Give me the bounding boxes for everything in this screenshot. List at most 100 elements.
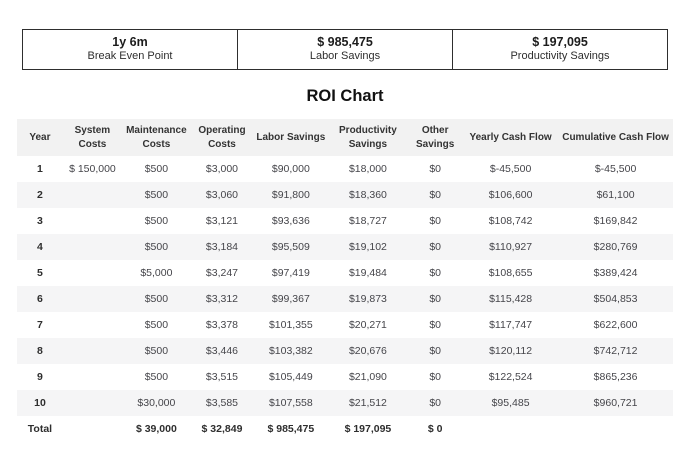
value-cell: $117,747: [489, 319, 533, 331]
year-cell: 8: [37, 345, 43, 357]
value-cell: $500: [144, 215, 169, 227]
value-cell: $169,842: [593, 215, 638, 227]
year-cell: 3: [37, 215, 43, 227]
value-cell: $500: [144, 189, 169, 201]
column-header: Year: [29, 131, 51, 143]
value-cell: $61,100: [596, 189, 635, 201]
column-header: Other Savings: [415, 125, 455, 150]
value-cell: $ 0: [407, 416, 464, 442]
value-cell: $ 985,475: [253, 416, 329, 442]
summary-bar: 1y 6m Break Even Point $ 985,475 Labor S…: [22, 29, 668, 70]
value-cell: $389,424: [593, 267, 638, 279]
table-row: 9 $500 $3,515 $105,449 $21,090 $0 $122,524 $865…: [17, 364, 673, 390]
value-cell: $103,382: [268, 345, 313, 357]
year-cell: 1: [37, 163, 43, 175]
column-header: Maintenance Costs: [126, 125, 187, 150]
value-cell: $21,512: [348, 397, 387, 409]
value-cell: $3,121: [205, 215, 239, 227]
value-cell: $108,655: [488, 267, 533, 279]
value-cell: $3,446: [205, 345, 239, 357]
value-cell: $3,247: [205, 267, 239, 279]
value-cell: $ 32,849: [190, 416, 254, 442]
summary-card-productivity-savings: $ 197,095 Productivity Savings: [452, 30, 667, 69]
value-cell: $0: [429, 267, 441, 279]
year-cell: 10: [34, 397, 46, 409]
value-cell: $107,558: [268, 397, 313, 409]
value-cell: $ 150,000: [69, 163, 116, 175]
table-row: 5 $5,000 $3,247 $97,419 $19,484 $0 $108,655 $38…: [17, 260, 673, 286]
value-cell: $91,800: [271, 189, 310, 201]
value-cell: $-45,500: [489, 163, 532, 175]
year-cell: 4: [37, 241, 43, 253]
value-cell: $622,600: [593, 319, 638, 331]
value-cell: $106,600: [488, 189, 533, 201]
value-cell: $3,585: [205, 397, 239, 409]
value-cell: $500: [144, 319, 169, 331]
value-cell: $19,102: [348, 241, 387, 253]
summary-card-labor-savings: $ 985,475 Labor Savings: [237, 30, 452, 69]
value-cell: $0: [429, 397, 441, 409]
column-header: Cumulative Cash Flow: [562, 131, 669, 143]
table-total-row: Total $ 39,000 $ 32,849 $ 985,475 $ 197,095 $…: [17, 416, 673, 442]
value-cell: $500: [144, 371, 169, 383]
value-cell: $95,509: [271, 241, 310, 253]
value-cell: $3,184: [205, 241, 239, 253]
value-cell: [63, 234, 122, 260]
value-cell: [63, 312, 122, 338]
table-row: 3 $500 $3,121 $93,636 $18,727 $0 $108,742 $169,…: [17, 208, 673, 234]
value-cell: $0: [429, 319, 441, 331]
value-cell: $105,449: [268, 371, 313, 383]
year-cell: 2: [37, 189, 43, 201]
column-header: Yearly Cash Flow: [469, 131, 552, 143]
value-cell: $99,367: [271, 293, 310, 305]
value-cell: $0: [429, 163, 441, 175]
value-cell: $101,355: [268, 319, 313, 331]
value-cell: $20,271: [348, 319, 387, 331]
value-cell: $110,927: [489, 241, 533, 253]
value-cell: [463, 416, 559, 442]
productivity-savings-label: Productivity Savings: [510, 50, 610, 63]
year-cell: 5: [37, 267, 43, 279]
value-cell: $3,312: [205, 293, 239, 305]
value-cell: $0: [429, 215, 441, 227]
value-cell: $0: [429, 371, 441, 383]
year-cell: 6: [37, 293, 43, 305]
value-cell: $504,853: [593, 293, 638, 305]
labor-savings-label: Labor Savings: [309, 50, 381, 63]
value-cell: $95,485: [491, 397, 530, 409]
value-cell: $90,000: [271, 163, 310, 175]
value-cell: $20,676: [348, 345, 387, 357]
column-header: System Costs: [74, 125, 111, 150]
year-cell: 9: [37, 371, 43, 383]
table-row: 7 $500 $3,378 $101,355 $20,271 $0 $117,747 $622…: [17, 312, 673, 338]
value-cell: $280,769: [593, 241, 638, 253]
table-row: 6 $500 $3,312 $99,367 $19,873 $0 $115,428 $504,…: [17, 286, 673, 312]
value-cell: [63, 390, 122, 416]
value-cell: $18,360: [348, 189, 387, 201]
year-cell: 7: [37, 319, 43, 331]
value-cell: $3,060: [205, 189, 239, 201]
table-row: 4 $500 $3,184 $95,509 $19,102 $0 $110,927 $280,…: [17, 234, 673, 260]
value-cell: $ 39,000: [121, 416, 191, 442]
column-header: Labor Savings: [256, 131, 326, 143]
value-cell: $742,712: [593, 345, 638, 357]
value-cell: $30,000: [137, 397, 176, 409]
break-even-label: Break Even Point: [87, 50, 173, 63]
value-cell: $93,636: [271, 215, 310, 227]
value-cell: [63, 182, 122, 208]
value-cell: $19,873: [348, 293, 387, 305]
break-even-value: 1y 6m: [112, 34, 148, 49]
value-cell: [63, 260, 122, 286]
labor-savings-value: $ 985,475: [317, 34, 373, 49]
value-cell: $3,000: [205, 163, 239, 175]
value-cell: $3,378: [205, 319, 239, 331]
value-cell: $18,727: [348, 215, 387, 227]
value-cell: $500: [144, 241, 169, 253]
productivity-savings-value: $ 197,095: [532, 34, 588, 49]
value-cell: [62, 416, 122, 442]
value-cell: $500: [144, 163, 169, 175]
value-cell: $120,112: [489, 345, 533, 357]
roi-table-body: 1 $ 150,000 $500 $3,000 $90,000 $18,000 $0 $-45…: [17, 156, 673, 442]
value-cell: $3,515: [205, 371, 239, 383]
value-cell: $108,742: [488, 215, 533, 227]
